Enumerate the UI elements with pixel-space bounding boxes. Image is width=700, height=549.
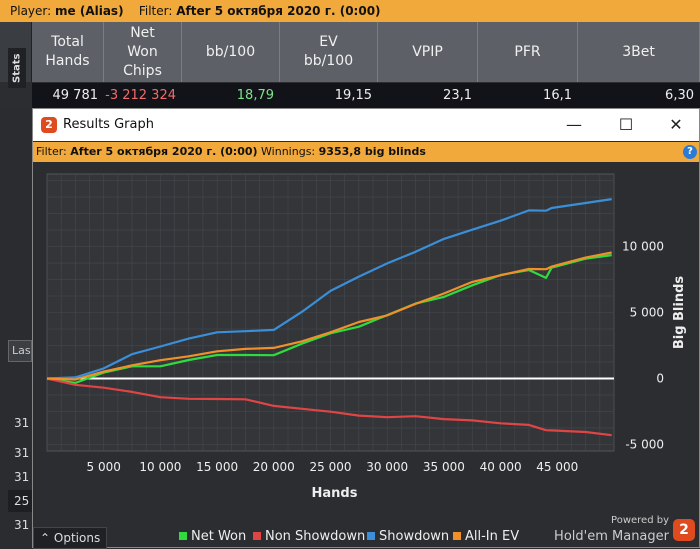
results-graph-window: 2 Results Graph — ☐ ✕ Filter: After 5 ок… [32,108,700,549]
legend-label: Non Showdown [265,529,366,544]
left-list-item[interactable]: 25 [8,490,32,512]
legend-swatch [367,532,375,540]
stats-value-cell: 49 781 [52,88,99,103]
brand-block: Powered by Hold'em Manager 2 [554,515,699,549]
legend-label: Net Won [191,529,247,544]
stats-value-cell: 6,30 [665,88,694,103]
results-chart: 5 000 10 000 15 000 20 000 25 000 30 000 35 00… [46,173,687,501]
legend-swatch [453,532,461,540]
stats-side-panel: Stats [0,22,32,88]
app-logo-icon: 2 [41,117,57,133]
x-tick-label: 20 000 [253,460,295,474]
y-axis-label: Big Blinds [672,276,687,350]
series-line-all-in-ev [46,251,612,381]
powered-by-text: Powered by [611,515,669,526]
legend-swatch [253,532,261,540]
x-tick-label: 15 000 [196,460,238,474]
series-line-net-won [46,254,612,384]
legend-non-showdown[interactable]: Non Showdown [253,529,365,544]
filter-label: Filter: [138,4,173,18]
options-button[interactable]: ⌃ Options [33,527,107,549]
left-list-item[interactable]: 31 [14,416,30,430]
player-label: Player: [10,4,52,18]
left-list-item[interactable]: 31 [14,470,30,484]
stats-tab[interactable]: Stats [8,48,26,88]
filter-value[interactable]: After 5 октября 2020 г. (0:00) [176,4,381,18]
x-tick-label: 35 000 [423,460,465,474]
options-label: Options [53,531,101,545]
left-list-item[interactable]: 31 [14,446,30,460]
legend-allin-ev[interactable]: All-In EV [453,529,519,544]
graph-footer: ⌃ Options Net Won Non Showdown Showdown … [33,515,699,549]
x-tick-label: 40 000 [480,460,522,474]
series-line-showdown [46,198,612,380]
stats-value-cell: 16,1 [543,88,572,103]
window-titlebar: 2 Results Graph — ☐ ✕ [33,109,699,141]
player-filter-bar: Player: me (Alias) Filter: After 5 октяб… [0,0,700,22]
y-tick-label: -5 000 [625,437,664,451]
results-graph: 5 000 10 000 15 000 20 000 25 000 30 000 35 00… [33,162,699,548]
filter-label: Filter: [36,145,67,158]
y-tick-label: 5 000 [630,306,664,320]
maximize-button[interactable]: ☐ [618,115,634,134]
x-axis-label: Hands [312,486,358,501]
stats-column-header[interactable]: Total Hands [32,22,104,82]
window-title: Results Graph [63,117,154,132]
stats-column-header[interactable]: 3Bet [578,22,700,82]
player-value[interactable]: me (Alias) [55,4,124,18]
legend-label: Showdown [379,529,450,544]
stats-value-cell: 19,15 [334,88,372,103]
stats-column-header[interactable]: EV bb/100 [280,22,378,82]
legend-swatch [179,532,187,540]
x-tick-label: 25 000 [310,460,352,474]
close-button[interactable]: ✕ [669,115,683,134]
brand-logo-icon: 2 [673,519,695,541]
winnings-label: Winnings: [261,145,316,158]
left-list-item[interactable]: 31 [14,518,30,532]
graph-filter-bar: Filter: After 5 октября 2020 г. (0:00) W… [33,142,699,162]
help-icon[interactable]: ? [683,145,697,159]
y-tick-label: 0 [656,371,664,385]
left-filter-field[interactable]: Las [8,340,32,362]
chevron-up-icon: ⌃ [40,531,51,545]
winnings-value: 9353,8 big blinds [318,145,426,158]
stats-value-cell: -3 212 324 [105,88,176,103]
stats-value-cell: 18,79 [236,88,274,103]
legend-showdown[interactable]: Showdown [367,529,449,544]
x-tick-label: 30 000 [366,460,408,474]
legend-net-won[interactable]: Net Won [179,529,246,544]
stats-value-cell: 23,1 [443,88,472,103]
brand-name: Hold'em Manager [554,529,669,544]
x-tick-label: 45 000 [536,460,578,474]
minimize-button[interactable]: — [566,115,582,134]
stats-column-header[interactable]: PFR [478,22,578,82]
x-tick-label: 10 000 [139,460,181,474]
x-tick-label: 5 000 [87,460,121,474]
stats-values-row: 49 781 -3 212 324 18,79 19,15 23,1 16,1 6,30 [32,83,700,108]
stats-column-header[interactable]: bb/100 [182,22,280,82]
left-panel: Las 31 31 31 25 31 [0,108,32,548]
stats-column-header[interactable]: VPIP [378,22,478,82]
series-line-non-showdown [46,377,612,437]
legend-label: All-In EV [465,529,520,544]
stats-column-header[interactable]: Net Won Chips [104,22,182,82]
stats-header: Total Hands Net Won Chips bb/100 EV bb/100 V… [32,22,700,82]
filter-value: After 5 октября 2020 г. (0:00) [70,145,258,158]
y-tick-label: 10 000 [622,240,664,254]
